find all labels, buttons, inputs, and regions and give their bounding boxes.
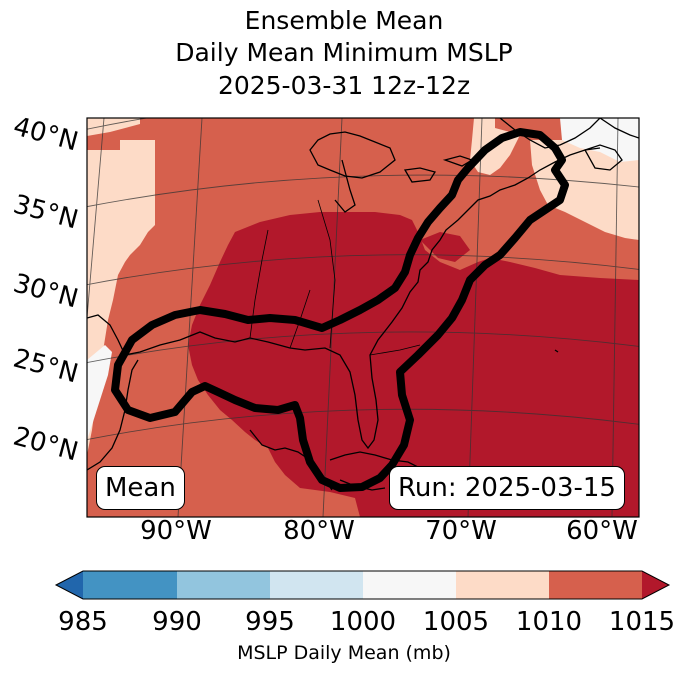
parallel-30n [87, 254, 639, 286]
meridian-90w [177, 118, 203, 517]
map-frame [86, 117, 640, 518]
colorbar-segment-1005-1010 [456, 571, 549, 599]
nova-scotia [584, 144, 623, 171]
colorbar-segment-995-1000 [270, 571, 363, 599]
meridian-70w [467, 118, 483, 517]
parallel-20n [87, 408, 639, 441]
bermuda [554, 349, 559, 353]
lake-michigan [334, 159, 356, 213]
colorbar [54, 570, 671, 600]
run-date-tag: Run: 2025-03-15 [389, 466, 625, 510]
lon-label-90w: 90°W [140, 516, 212, 546]
newfoundland [599, 118, 639, 139]
lon-label-80w: 80°W [283, 516, 355, 546]
colorbar-segment-990-995 [177, 571, 270, 599]
meridian-60w [611, 118, 619, 517]
field-1000-1005-northeast [560, 118, 639, 162]
colorbar-segment-1010-1015 [549, 571, 642, 599]
colorbar-extend-above [642, 571, 669, 599]
colorbar-segment-1000-1005 [363, 571, 456, 599]
colorbar-extend-below [56, 571, 83, 599]
us-gulf-atlantic-coast [87, 147, 601, 450]
parallel-35n [87, 174, 639, 208]
title-line-2: Daily Mean Minimum MSLP [175, 38, 513, 67]
map-panel [87, 118, 639, 517]
lake-erie [403, 167, 437, 183]
parallel-25n [87, 331, 639, 364]
field-1000-1005-west [87, 345, 112, 440]
lon-label-70w: 70°W [425, 516, 497, 546]
title-line-1: Ensemble Mean [244, 6, 444, 35]
graticule [87, 118, 639, 517]
lon-label-60w: 60°W [566, 516, 638, 546]
great-lakes [309, 131, 396, 179]
colorbar-tick-1005: 1005 [422, 607, 490, 637]
title-line-3: 2025-03-31 12z-12z [217, 71, 471, 100]
colorbar-tick-990: 990 [152, 607, 202, 637]
ensemble-contour [111, 128, 569, 492]
colorbar-outline [54, 570, 671, 600]
colorbar-tick-1010: 1010 [515, 607, 583, 637]
meridian-100w [87, 118, 105, 323]
mean-tag: Mean [96, 466, 185, 510]
colorbar-tick-995: 995 [245, 607, 295, 637]
colorbar-tick-1015: 1015 [608, 607, 676, 637]
colorbar-label: MSLP Daily Mean (mb) [237, 642, 451, 664]
colorbar-tick-1000: 1000 [329, 607, 397, 637]
colorbar-segment-985-990 [83, 571, 177, 599]
colorbar-tick-985: 985 [58, 607, 108, 637]
field-1005-1010-west [87, 140, 155, 455]
mexico-gulf-coast [87, 359, 139, 471]
